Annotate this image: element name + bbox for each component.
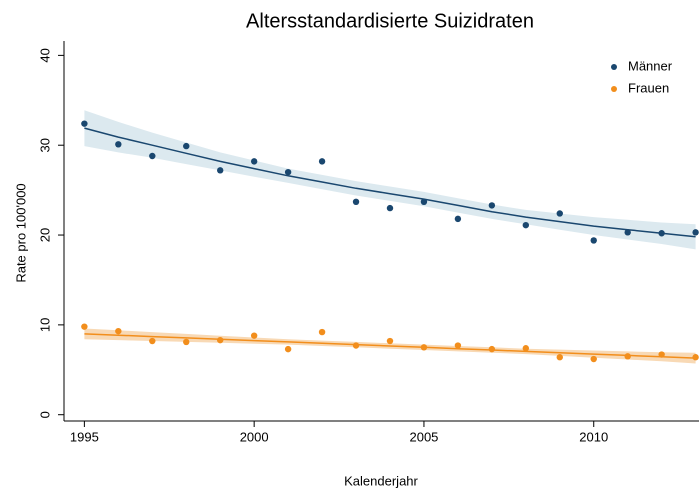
x-tick-label: 2010: [579, 429, 608, 444]
y-tick-label: 30: [37, 138, 52, 152]
data-point: [284, 168, 292, 176]
data-point: [556, 354, 563, 361]
y-tick-label: 40: [37, 48, 52, 62]
data-point: [522, 345, 530, 352]
x-tick-label: 2000: [240, 429, 269, 444]
data-point: [352, 342, 360, 349]
fit-line: [84, 333, 696, 359]
data-point: [352, 198, 360, 206]
data-point: [250, 158, 258, 165]
data-point: [183, 142, 190, 150]
data-point: [183, 338, 190, 346]
data-point: [217, 336, 224, 344]
data-point: [624, 229, 631, 236]
data-point: [658, 351, 665, 358]
x-axis-label: Kalenderjahr: [344, 473, 418, 488]
data-point: [217, 167, 224, 174]
data-point: [81, 323, 88, 330]
data-point: [149, 337, 156, 345]
legend-marker: [611, 64, 617, 70]
data-point: [420, 198, 428, 206]
x-tick-label: 2005: [409, 429, 438, 444]
data-point: [454, 215, 462, 223]
data-point: [454, 342, 462, 349]
data-point: [386, 204, 394, 212]
legend-marker: [611, 86, 617, 92]
data-point: [692, 229, 699, 236]
legend-label: Männer: [628, 58, 673, 73]
data-point: [488, 202, 496, 209]
data-point: [420, 344, 428, 351]
chart-title: Altersstandardisierte Suizidraten: [246, 10, 534, 32]
data-point: [590, 355, 597, 363]
legend-label: Frauen: [628, 80, 669, 95]
data-point: [624, 353, 631, 360]
data-point: [386, 337, 394, 345]
y-tick-label: 10: [37, 318, 52, 332]
data-point: [522, 221, 530, 229]
data-point: [318, 328, 326, 336]
y-axis-label: Rate pro 100'000: [13, 183, 28, 282]
fit-line: [84, 127, 696, 238]
data-point: [658, 230, 665, 237]
data-point: [556, 210, 563, 217]
data-point: [488, 345, 496, 353]
data-point: [590, 237, 597, 244]
data-point: [284, 345, 292, 353]
data-point: [115, 141, 122, 148]
y-tick-label: 20: [37, 228, 52, 242]
data-point: [692, 354, 699, 361]
data-point: [318, 158, 326, 165]
confidence-band: [84, 110, 696, 250]
data-point: [149, 152, 156, 160]
y-tick-label: 0: [37, 411, 52, 418]
data-point: [81, 120, 88, 127]
x-tick-label: 1995: [70, 429, 99, 444]
data-point: [115, 327, 122, 335]
data-point: [250, 332, 258, 339]
